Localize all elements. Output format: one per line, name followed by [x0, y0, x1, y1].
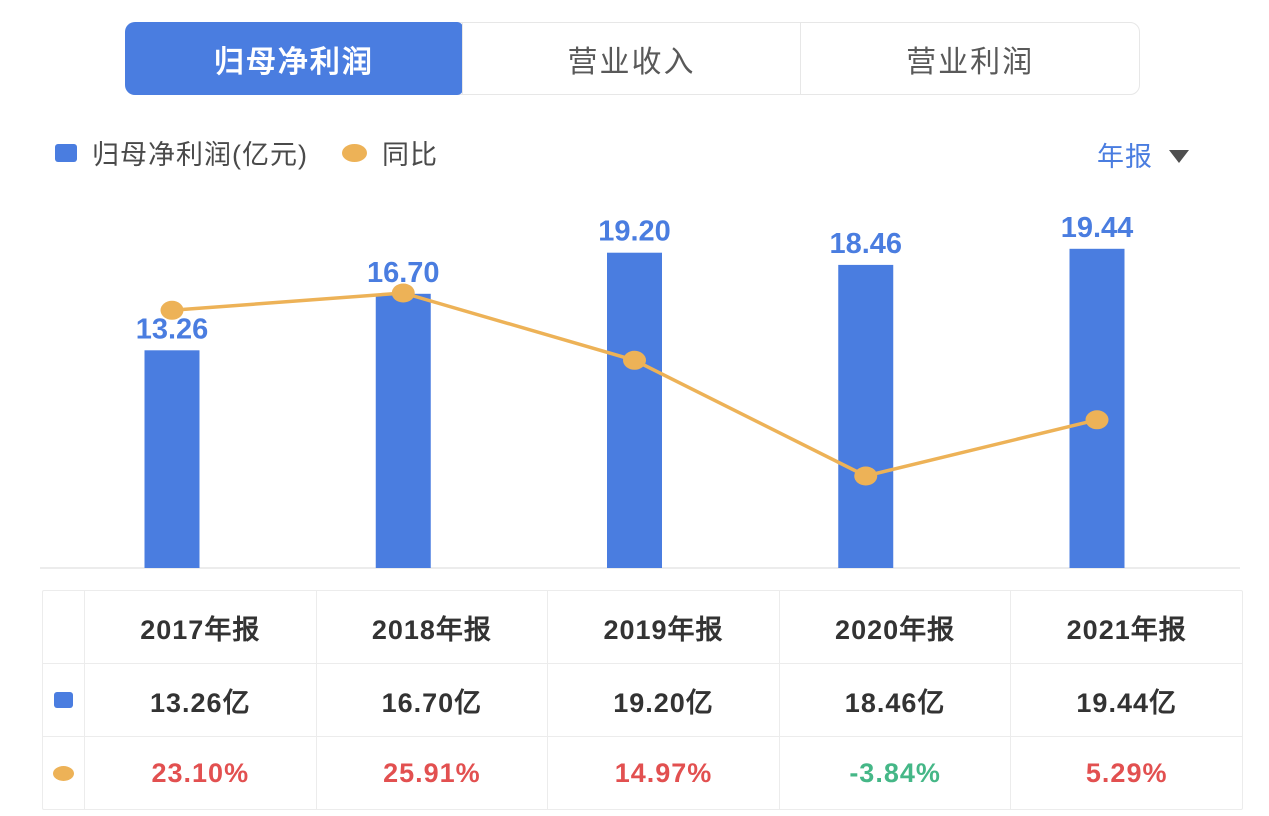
- table-cell: 19.44亿: [1010, 663, 1242, 736]
- bar-series-marker-icon: [54, 692, 73, 708]
- table-cell: 18.46亿: [778, 663, 1011, 736]
- period-label: 年报: [1097, 142, 1153, 172]
- bar-2020年报[interactable]: [838, 264, 894, 568]
- table-header-2020年报: 2020年报: [778, 591, 1011, 663]
- bar-value-label: 18.46: [829, 228, 902, 260]
- table-cell: 25.91%: [315, 736, 548, 809]
- table-corner-cell: [43, 591, 84, 663]
- line-series-marker-icon: [53, 765, 74, 781]
- bar-series-swatch-icon: [55, 143, 77, 162]
- table-cell: 23.10%: [84, 736, 316, 809]
- table-cell: 16.70亿: [315, 663, 548, 736]
- line-series-swatch-icon: [341, 143, 367, 162]
- bar-value-label: 19.20: [598, 216, 671, 248]
- table-cell: 19.20亿: [547, 663, 779, 736]
- bar-2018年报[interactable]: [375, 293, 431, 568]
- table-header-2018年报: 2018年报: [315, 591, 548, 663]
- chart-legend: 归母净利润(亿元) 同比: [55, 133, 438, 172]
- tab-net-profit[interactable]: 归母净利润: [125, 22, 463, 95]
- yoy-point-2017年报[interactable]: [160, 300, 184, 320]
- yoy-point-2021年报[interactable]: [1085, 410, 1109, 430]
- bar-value-label: 19.44: [1061, 212, 1134, 244]
- legend-item-yoy: 同比: [341, 133, 438, 172]
- table-row-marker-cell: [43, 736, 84, 809]
- table-cell: 14.97%: [547, 736, 779, 809]
- data-table: 2017年报 2018年报 2019年报 2020年报 2021年报 13.26亿 16.7…: [42, 590, 1243, 810]
- line-series-label: 同比: [381, 140, 438, 170]
- table-header-2017年报: 2017年报: [84, 591, 316, 663]
- chevron-down-icon: [1169, 149, 1189, 163]
- table-header-2019年报: 2019年报: [547, 591, 779, 663]
- yoy-point-2019年报[interactable]: [623, 350, 646, 370]
- bar-series-label: 归母净利润(亿元): [92, 140, 308, 170]
- table-cell: -3.84%: [778, 736, 1011, 809]
- table-cell: 5.29%: [1010, 736, 1242, 809]
- table-cell: 13.26亿: [84, 663, 316, 736]
- report-tabs: 归母净利润 营业收入 营业利润: [125, 22, 1140, 95]
- bar-2021年报[interactable]: [1069, 248, 1125, 569]
- legend-item-net-profit: 归母净利润(亿元): [55, 133, 308, 172]
- bar-value-label: 16.70: [367, 257, 440, 289]
- tab-operating-revenue[interactable]: 营业收入: [461, 23, 801, 94]
- bar-2017年报[interactable]: [144, 350, 200, 568]
- tab-operating-profit[interactable]: 营业利润: [800, 23, 1139, 94]
- table-row-marker-cell: [43, 663, 84, 736]
- bar-2019年报[interactable]: [607, 252, 662, 568]
- table-header-2021年报: 2021年报: [1010, 591, 1242, 663]
- yoy-point-2020年报[interactable]: [854, 466, 878, 486]
- yoy-point-2018年报[interactable]: [391, 283, 415, 303]
- period-selector[interactable]: 年报: [1097, 135, 1189, 174]
